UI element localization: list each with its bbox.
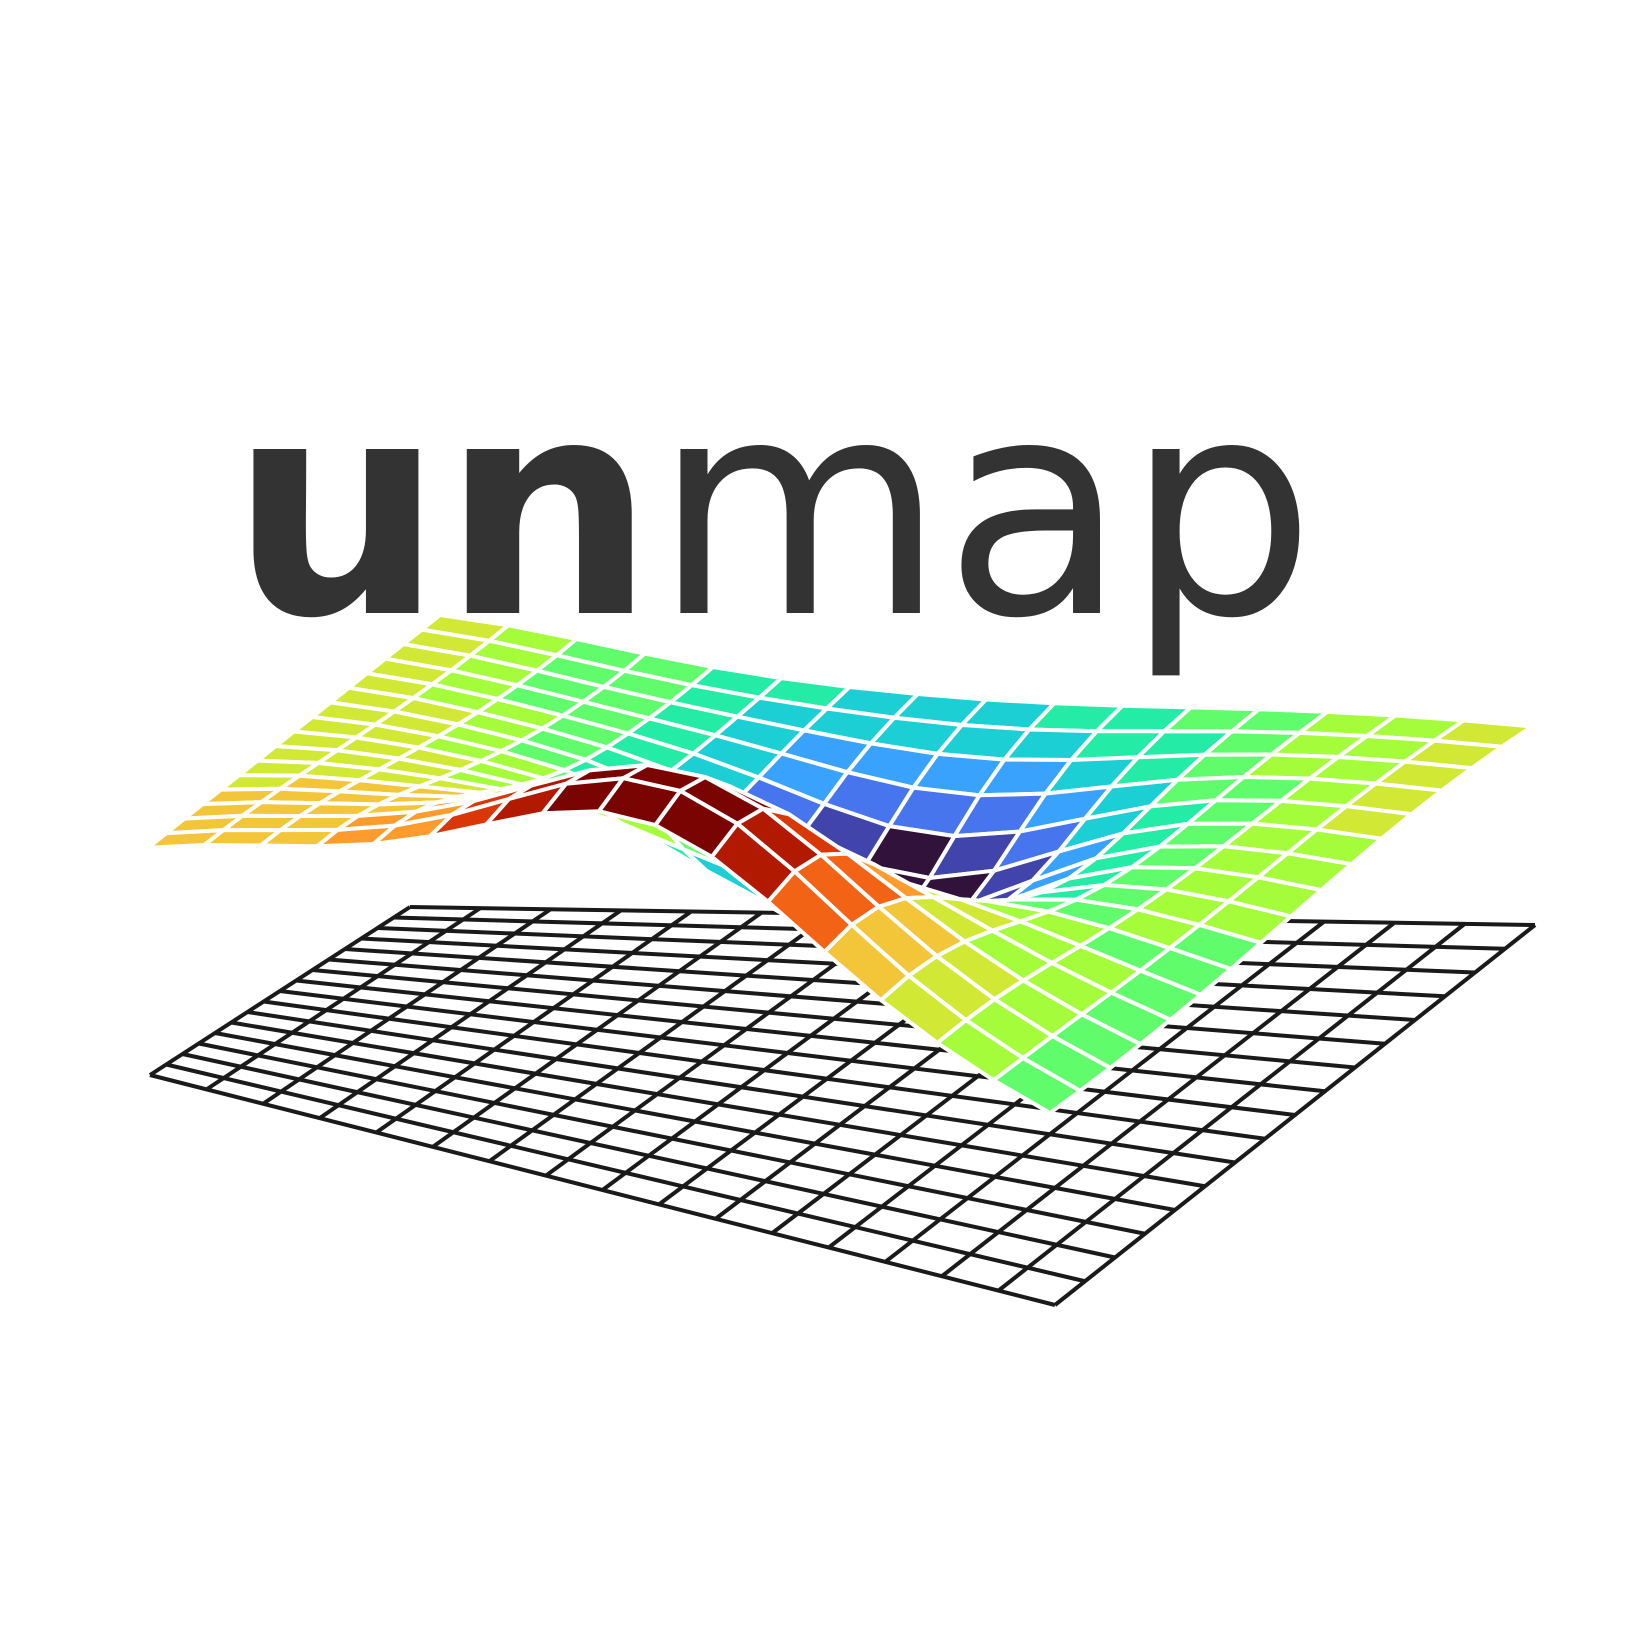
mesh-cell xyxy=(991,1056,1083,1115)
warped-surface-icon xyxy=(146,613,1534,1115)
grid-line xyxy=(279,989,1296,1117)
grid-line xyxy=(296,978,1326,1094)
grid-line xyxy=(1053,923,1537,1307)
wordmark-map: map xyxy=(653,335,1316,684)
grid-line xyxy=(997,922,1466,1293)
wordmark: unmap xyxy=(230,360,1316,660)
grid-line xyxy=(312,968,1356,1070)
grid-line xyxy=(940,921,1396,1278)
grid-line xyxy=(328,957,1386,1046)
wordmark-un: un xyxy=(230,335,655,684)
grid-line xyxy=(884,920,1326,1264)
